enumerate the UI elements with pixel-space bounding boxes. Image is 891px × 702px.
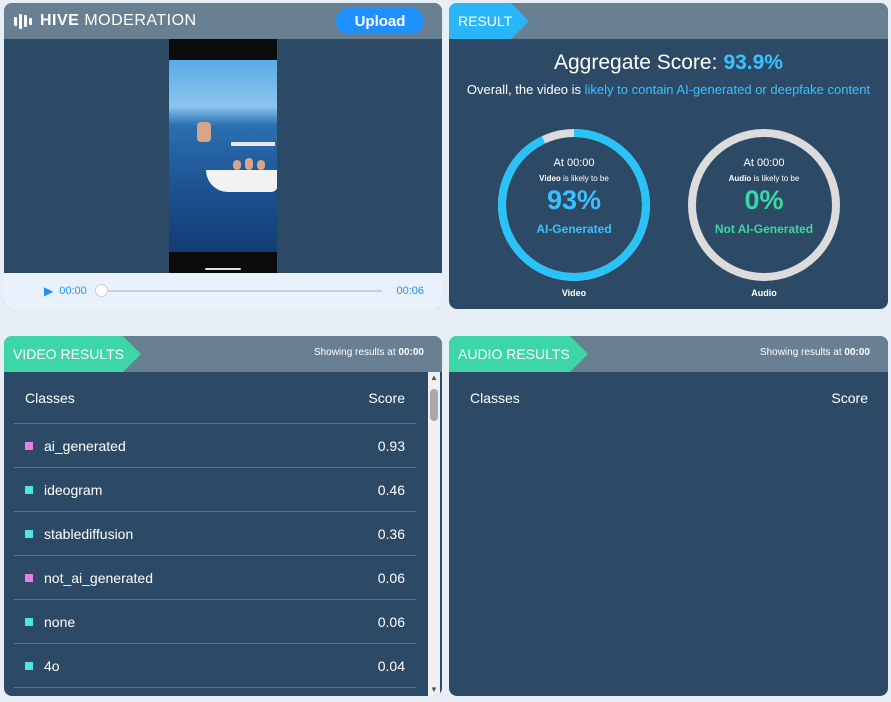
result-panel: RESULT Aggregate Score: 93.9% Overall, th… (449, 3, 888, 309)
class-name: none (44, 613, 76, 630)
audio-gauge-track (688, 129, 840, 281)
results-scrollbar[interactable]: ▲ ▼ (428, 372, 440, 696)
video-gauge-caption: Video (561, 288, 587, 298)
class-score: 0.46 (377, 481, 405, 498)
audio-gauge-likely: Audio is likely to be (728, 174, 800, 183)
video-results-tab: VIDEO RESULTS (4, 336, 141, 372)
phone-home-indicator (205, 268, 241, 270)
audio-gauge-time: At 00:00 (743, 157, 785, 169)
col-classes: Classes (470, 390, 520, 406)
phone-status-bar (169, 41, 277, 51)
col-classes: Classes (25, 389, 75, 406)
class-name: not_ai_generated (44, 569, 153, 586)
video-gauge-label: AI-Generated (536, 222, 612, 236)
audio-gauge-percent: 0% (744, 185, 784, 215)
table-row: ideogram 0.46 (14, 468, 416, 512)
overall-highlight: likely to contain AI-generated or deepfa… (584, 82, 871, 97)
class-cell: none (25, 614, 75, 630)
table-row: 4o 0.04 (14, 644, 416, 688)
seek-bar[interactable] (94, 284, 383, 297)
video-results-table: Classes Score ai_generated 0.93 ideogram 0.… (14, 372, 416, 688)
class-name: ai_generated (44, 437, 126, 454)
result-tab: RESULT (449, 3, 529, 39)
class-color-swatch (25, 529, 33, 538)
class-score: 0.06 (377, 613, 405, 630)
play-icon[interactable]: ▶ (44, 284, 54, 298)
scroll-up-icon[interactable]: ▲ (430, 373, 438, 382)
brand-name-bold: HIVE (40, 12, 80, 29)
audio-results-tab: AUDIO RESULTS (449, 336, 588, 372)
class-color-swatch (25, 485, 33, 494)
table-header: Classes Score (14, 372, 416, 424)
class-score: 0.06 (377, 569, 405, 586)
class-name: ideogram (44, 481, 103, 498)
video-results-header: VIDEO RESULTS Showing results at 00:00 (4, 336, 442, 372)
upload-button[interactable]: Upload (336, 8, 424, 34)
table-row: none 0.06 (14, 600, 416, 644)
video-player[interactable] (4, 39, 442, 273)
col-score: Score (368, 389, 405, 406)
col-score: Score (831, 390, 868, 406)
class-score: 0.04 (377, 657, 405, 674)
class-color-swatch (25, 441, 33, 450)
class-name: stablediffusion (44, 525, 134, 542)
table-row: not_ai_generated 0.06 (14, 556, 416, 600)
result-header: RESULT (449, 3, 888, 39)
audio-gauge: At 00:00 Audio is likely to be 0% Not AI… (686, 127, 842, 298)
scroll-thumb[interactable] (430, 389, 438, 421)
class-name: 4o (44, 657, 60, 674)
hive-logo-icon (14, 13, 32, 29)
video-gauge-arc (498, 129, 650, 281)
brand-name-light: MODERATION (84, 12, 197, 29)
class-cell: stablediffusion (25, 526, 133, 542)
video-thumbnail-image (169, 60, 277, 252)
duration: 00:06 (396, 285, 424, 297)
class-color-swatch (25, 617, 33, 626)
video-gauge-likely: Video is likely to be (539, 174, 609, 183)
class-score: 0.93 (377, 437, 405, 454)
brand-logo: HIVE MODERATION (14, 12, 197, 30)
video-showing-results: Showing results at 00:00 (313, 347, 424, 358)
media-panel: HIVE MODERATION Upload ▶ 00:00 00:06 (4, 3, 442, 309)
class-color-swatch (25, 661, 33, 670)
overall-prefix: Overall, the video is (466, 82, 585, 97)
class-score: 0.36 (377, 525, 405, 542)
aggregate-value: 93.9% (723, 51, 783, 74)
audio-table-header: Classes Score (459, 372, 879, 424)
aggregate-label: Aggregate Score: (554, 51, 718, 74)
overall-summary: Overall, the video is likely to contain … (459, 80, 878, 99)
video-frame (169, 39, 277, 273)
class-cell: 4o (25, 658, 60, 674)
video-gauge-percent: 93% (546, 185, 602, 215)
audio-gauge-caption: Audio (751, 288, 777, 298)
playback-controls: ▶ 00:00 00:06 (4, 273, 442, 309)
video-results-panel: VIDEO RESULTS Showing results at 00:00 C… (4, 336, 442, 696)
scroll-down-icon[interactable]: ▼ (430, 685, 438, 694)
audio-showing-results: Showing results at 00:00 (759, 347, 870, 358)
audio-results-panel: AUDIO RESULTS Showing results at 00:00 C… (449, 336, 888, 696)
class-color-swatch (25, 573, 33, 582)
class-cell: ideogram (25, 482, 102, 498)
current-time: 00:00 (59, 285, 87, 297)
media-header: HIVE MODERATION Upload (4, 3, 442, 39)
seek-thumb[interactable] (94, 284, 108, 297)
class-cell: not_ai_generated (25, 570, 153, 586)
audio-gauge-label: Not AI-Generated (714, 222, 814, 236)
video-gauge-time: At 00:00 (553, 157, 595, 169)
table-row: ai_generated 0.93 (14, 424, 416, 468)
class-cell: ai_generated (25, 438, 126, 454)
table-row: stablediffusion 0.36 (14, 512, 416, 556)
audio-results-header: AUDIO RESULTS Showing results at 00:00 (449, 336, 888, 372)
video-gauge: At 00:00 Video is likely to be 93% AI-Ge… (496, 127, 652, 298)
aggregate-score: Aggregate Score: 93.9% (449, 51, 888, 75)
